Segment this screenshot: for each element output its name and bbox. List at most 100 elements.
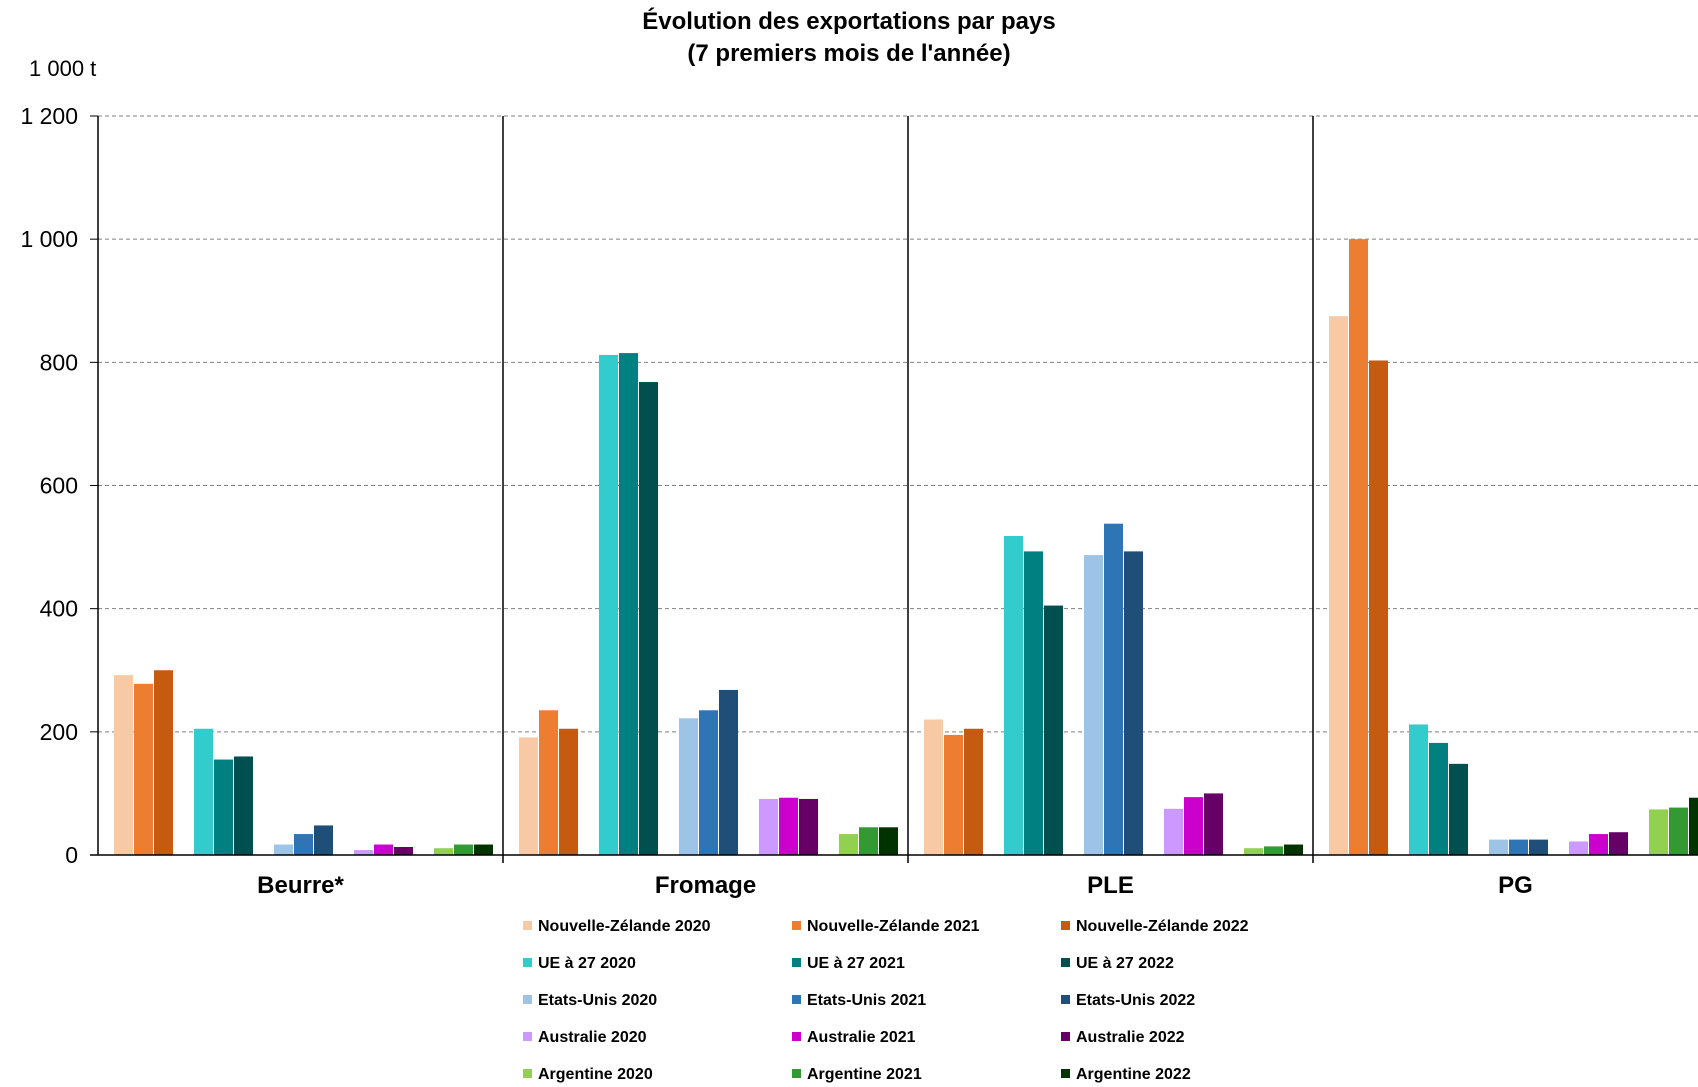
legend-item: Australie 2021 <box>792 1029 916 1047</box>
bar <box>1184 797 1203 855</box>
legend-label: Etats-Unis 2021 <box>807 992 927 1009</box>
legend-swatch <box>523 1069 532 1078</box>
bar <box>1084 555 1103 855</box>
bar <box>519 737 538 855</box>
bar <box>699 710 718 855</box>
bar <box>839 834 858 855</box>
legend-label: Australie 2022 <box>1076 1029 1185 1046</box>
legend-label: Etats-Unis 2020 <box>538 992 658 1009</box>
bar <box>759 798 778 855</box>
bar <box>924 719 943 855</box>
legend-swatch <box>1061 921 1070 930</box>
bar <box>274 844 293 855</box>
legend-label: Etats-Unis 2022 <box>1076 992 1196 1009</box>
bar <box>134 683 153 855</box>
bar <box>1329 316 1348 855</box>
bar <box>1164 808 1183 855</box>
bar <box>1369 360 1388 855</box>
legend-swatch <box>792 1069 801 1078</box>
legend-label: UE à 27 2021 <box>807 955 905 972</box>
legend-item: Argentine 2020 <box>523 1066 653 1084</box>
y-tick-label: 200 <box>40 719 78 745</box>
y-tick-label: 1 000 <box>20 226 78 252</box>
bar <box>1429 742 1448 855</box>
bar <box>619 353 638 855</box>
bar <box>859 827 878 855</box>
bar <box>964 728 983 855</box>
legend-item: Argentine 2022 <box>1061 1066 1191 1084</box>
legend-item: UE à 27 2020 <box>523 955 636 973</box>
bar <box>1004 535 1023 855</box>
legend-item: UE à 27 2022 <box>1061 955 1174 973</box>
bar <box>1569 841 1588 855</box>
bar <box>394 846 413 855</box>
bar <box>944 734 963 855</box>
bar <box>474 844 493 855</box>
y-tick-label: 600 <box>40 473 78 499</box>
bar <box>314 825 333 855</box>
legend-swatch <box>792 995 801 1004</box>
legend-label: Nouvelle-Zélande 2021 <box>807 918 980 935</box>
bar <box>1024 551 1043 855</box>
legend-item: UE à 27 2021 <box>792 955 905 973</box>
legend-label: Nouvelle-Zélande 2022 <box>1076 918 1249 935</box>
bar <box>879 827 898 855</box>
bar <box>1124 551 1143 855</box>
bar <box>1044 605 1063 855</box>
bar <box>1489 839 1508 855</box>
bar <box>1409 724 1428 855</box>
bar <box>1529 839 1548 855</box>
bar <box>599 354 618 855</box>
y-tick-label: 1 200 <box>20 103 78 129</box>
y-axis-unit-label: 1 000 t <box>29 56 97 81</box>
legend-label: Argentine 2022 <box>1076 1066 1191 1083</box>
bar <box>799 798 818 855</box>
bar <box>1449 763 1468 855</box>
bar <box>1244 848 1263 855</box>
legend-item: Etats-Unis 2022 <box>1061 992 1195 1010</box>
legend-label: UE à 27 2020 <box>538 955 636 972</box>
bar <box>1509 839 1528 855</box>
legend-swatch <box>1061 958 1070 967</box>
bar <box>454 844 473 855</box>
legend-swatch <box>523 995 532 1004</box>
bar <box>234 756 253 855</box>
legend-swatch <box>792 958 801 967</box>
legend-item: Nouvelle-Zélande 2022 <box>1061 918 1249 936</box>
bar <box>354 850 373 855</box>
bar <box>1204 793 1223 855</box>
bar <box>1264 846 1283 855</box>
x-category-label: Beurre* <box>257 872 344 899</box>
bar <box>1669 807 1688 855</box>
bar <box>539 710 558 855</box>
bar <box>1689 797 1698 855</box>
legend-swatch <box>1061 1069 1070 1078</box>
legend-label: Nouvelle-Zélande 2020 <box>538 918 711 935</box>
bar <box>1649 809 1668 855</box>
legend-swatch <box>523 1032 532 1041</box>
bar <box>1349 239 1368 855</box>
legend-label: Argentine 2021 <box>807 1066 922 1083</box>
legend-swatch <box>523 921 532 930</box>
chart-title: Évolution des exportations par pays <box>642 8 1056 35</box>
legend-item: Australie 2022 <box>1061 1029 1185 1047</box>
bar <box>194 728 213 855</box>
legend-label: Australie 2020 <box>538 1029 647 1046</box>
bar <box>1609 832 1628 855</box>
legend-label: Argentine 2020 <box>538 1066 653 1083</box>
bar <box>679 718 698 855</box>
legend-item: Nouvelle-Zélande 2021 <box>792 918 980 936</box>
bar <box>1284 844 1303 855</box>
legend-swatch <box>523 958 532 967</box>
y-tick-label: 800 <box>40 349 78 375</box>
bar <box>559 728 578 855</box>
legend-item: Nouvelle-Zélande 2020 <box>523 918 711 936</box>
legend-item: Argentine 2021 <box>792 1066 922 1084</box>
x-category-label: Fromage <box>655 872 756 899</box>
x-category-label: PLE <box>1087 872 1134 899</box>
bar <box>639 382 658 855</box>
chart-subtitle: (7 premiers mois de l'année) <box>687 40 1011 67</box>
bar <box>1104 523 1123 855</box>
